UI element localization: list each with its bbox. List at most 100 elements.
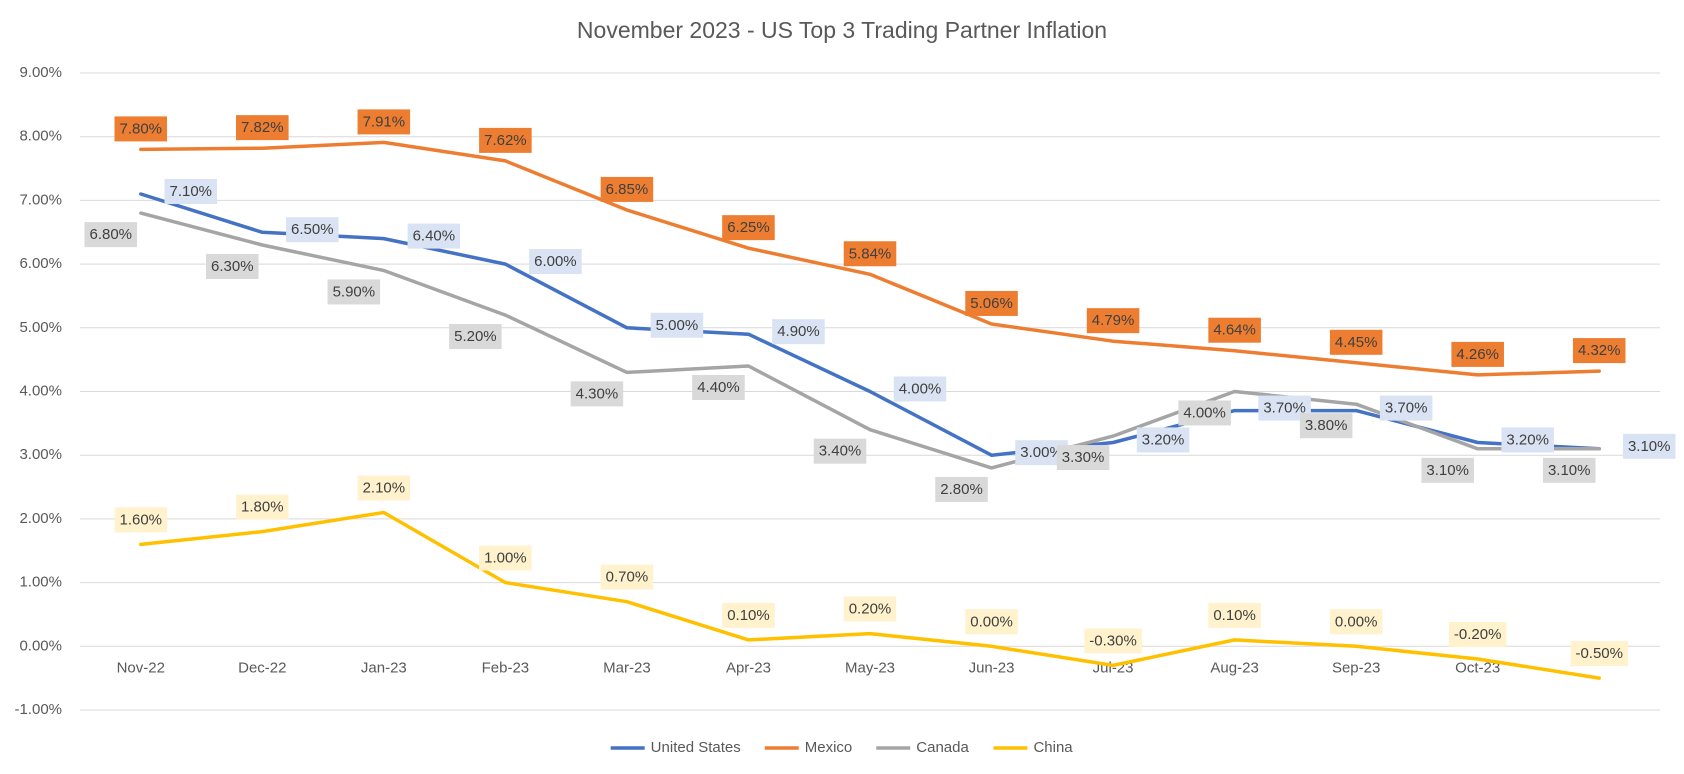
data-label-bg [1299,413,1353,439]
legend: United States Mexico Canada China [610,739,1073,756]
data-label-bg [1572,338,1626,364]
data-label-bg [164,178,218,204]
data-label: 5.90% [333,283,376,300]
data-label: 4.00% [899,380,942,397]
data-label-bg [1448,622,1507,648]
data-label: 4.30% [576,385,619,402]
x-tick-label: Dec-22 [238,659,286,676]
series-line [139,510,1601,680]
data-label-bg [1086,308,1140,334]
data-label-bg [407,223,461,249]
legend-label: United States [651,739,741,756]
data-label-bg [479,127,532,153]
x-tick-label: May-23 [845,659,895,676]
data-label: 7.91% [363,113,406,130]
y-tick-label: 1.00% [19,574,62,591]
data-label-bg [114,507,168,533]
data-label: 3.70% [1385,400,1428,417]
data-label-bg [114,116,168,142]
chart-title: November 2023 - US Top 3 Trading Partner… [577,17,1107,43]
data-label-bg [1329,329,1383,355]
data-label-bg [1570,641,1628,667]
data-label-bg [236,494,289,520]
series-line [139,192,1601,457]
data-label: 6.30% [211,258,254,275]
legend-label: Canada [916,739,969,756]
data-label-bg [1542,457,1596,483]
data-label: 3.40% [819,443,862,460]
data-label-bg [935,476,988,502]
data-label: 2.10% [363,479,406,496]
x-tick-label: Sep-23 [1332,659,1380,676]
data-label-bg [1208,602,1261,628]
data-label: 3.20% [1506,431,1549,448]
data-label: 6.00% [534,253,577,270]
data-label-bg [286,217,339,243]
data-label-bg [479,545,532,571]
data-label: 4.64% [1213,322,1256,339]
y-tick-label: 9.00% [19,64,62,81]
data-label: 7.62% [484,132,527,149]
data-label: 3.00% [1020,444,1063,461]
data-label: 4.90% [777,323,820,340]
data-label-bg [843,596,897,622]
data-label: 3.20% [1142,431,1185,448]
data-label: 0.00% [1335,613,1378,630]
x-tick-label: Nov-22 [117,659,165,676]
x-tick-label: Jun-23 [969,659,1015,676]
data-label: 2.80% [940,481,983,498]
data-label-bg [692,374,745,400]
data-label-bg [357,475,411,501]
data-label-bg [813,438,867,464]
data-label-bg [1501,427,1554,453]
data-label-bg [529,249,582,275]
data-label-bg [1056,445,1110,471]
series-line [139,140,1601,377]
data-label-bg [843,241,897,267]
data-label: 0.20% [849,601,892,618]
data-label-bg [965,609,1018,635]
data-label-bg [722,602,775,628]
data-label-bg [1329,609,1383,635]
data-label: -0.30% [1089,632,1137,649]
x-tick-label: Jan-23 [361,659,407,676]
data-label: 4.45% [1335,334,1378,351]
data-label: 6.50% [291,221,334,238]
data-label: 4.26% [1456,346,1499,363]
data-label: 0.00% [970,613,1013,630]
data-label: 6.85% [606,181,649,198]
data-label: 7.82% [241,119,284,136]
lines [139,140,1601,680]
data-label: 3.30% [1062,449,1105,466]
data-label: 0.10% [1213,607,1256,624]
legend-label: China [1033,739,1073,756]
data-label-bg [1208,317,1261,343]
y-tick-label: 5.00% [19,319,62,336]
data-label: 0.10% [727,607,770,624]
data-label: 7.10% [169,183,212,200]
x-tick-label: Mar-23 [603,659,651,676]
data-label-bg [772,319,825,345]
data-label: 5.84% [849,245,892,262]
data-label: 3.10% [1628,438,1671,455]
data-label: 1.00% [484,550,527,567]
data-label-bg [600,176,654,202]
data-label: 7.80% [119,120,162,137]
y-tick-label: -1.00% [14,701,62,718]
data-label: 4.40% [697,379,740,396]
data-label-bg [1421,457,1474,483]
data-label-bg [1379,395,1433,421]
data-label-bg [1084,628,1142,654]
data-label-bg [570,381,624,407]
x-tick-label: Feb-23 [482,659,530,676]
y-tick-label: 4.00% [19,382,62,399]
data-label: 0.70% [606,569,649,586]
y-tick-label: 7.00% [19,191,62,208]
data-label-bg [1451,341,1504,367]
data-label: 6.40% [413,228,456,245]
data-label: 1.80% [241,499,284,516]
data-label: 4.00% [1183,404,1226,421]
data-label: -0.50% [1575,645,1623,662]
data-label-bg [650,312,704,338]
data-label: 6.80% [89,226,132,243]
